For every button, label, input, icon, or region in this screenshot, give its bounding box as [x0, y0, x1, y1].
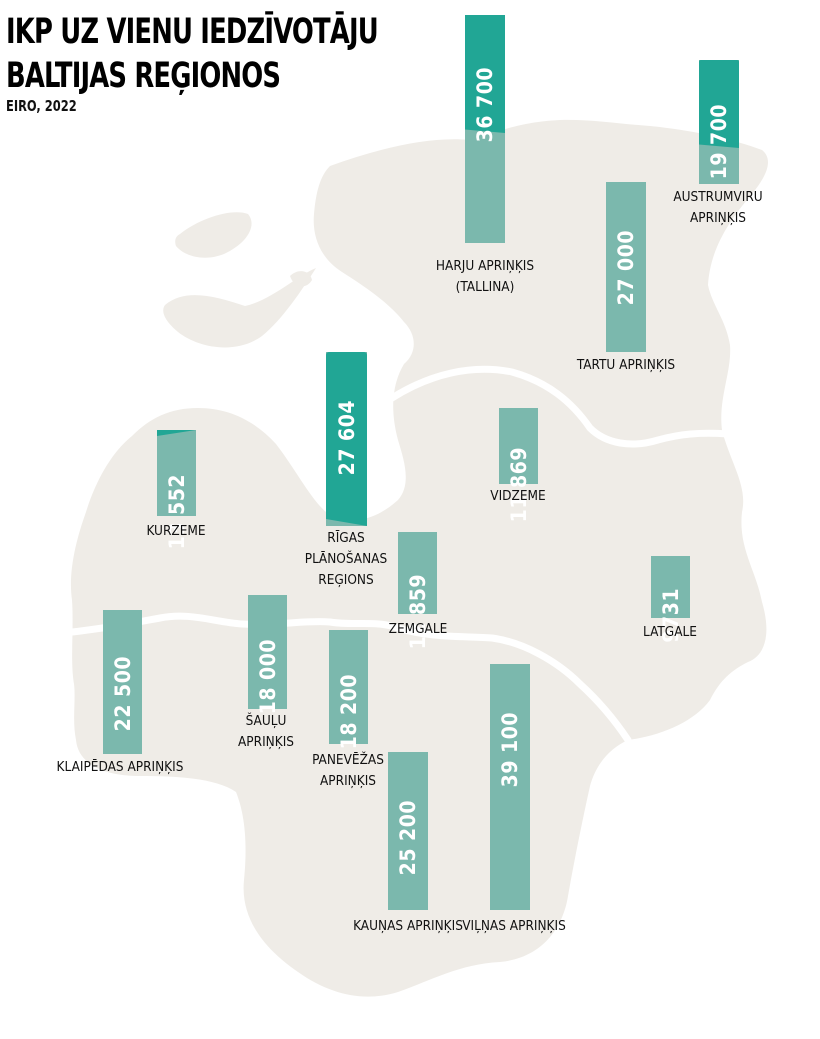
- title-line-2: BALTIJAS REĢIONOS: [6, 56, 281, 96]
- region-label-riga: RĪGAS PLĀNOŠANAS REĢIONS: [304, 530, 388, 588]
- region-label-vidzeme: VIDZEME: [490, 488, 546, 504]
- value-label-harju: 36 700: [473, 67, 497, 143]
- island-small: [290, 271, 312, 287]
- value-label-tartu: 27 000: [614, 230, 638, 306]
- value-label-kaunas: 25 200: [396, 800, 420, 876]
- border-estonia-latvia: [388, 365, 732, 448]
- region-label-siauliai: ŠAUĻU APRIŅĶIS: [238, 713, 294, 750]
- map-title: IKP UZ VIENU IEDZĪVOTĀJU BALTIJAS REĢION…: [6, 10, 379, 98]
- region-label-vilnius: VIĻŅAS APRIŅĶIS: [462, 918, 566, 934]
- bar-latgale: 9731: [651, 556, 690, 643]
- island-saaremaa: [163, 268, 316, 348]
- region-label-harju: HARJU APRIŅĶIS (TALLINA): [435, 258, 535, 295]
- region-label-kaunas: KAUŅAS APRIŅĶIS: [353, 918, 463, 934]
- region-label-klaipeda: KLAIPĒDAS APRIŅĶIS: [56, 759, 184, 775]
- title-line-1: IKP UZ VIENU IEDZĪVOTĀJU: [6, 12, 379, 52]
- region-label-kurzeme: KURZEME: [146, 523, 206, 539]
- bar-kurzeme: 13 552: [157, 430, 196, 549]
- map-subtitle: EIRO, 2022: [6, 97, 77, 115]
- value-label-panevezys: 18 200: [336, 674, 361, 750]
- region-label-panevezys: PANEVĒŽAS APRIŅĶIS: [312, 752, 384, 789]
- bar-panevezys: 18 200: [329, 630, 368, 749]
- bar-zemgale: 12 859: [398, 532, 437, 649]
- region-borders: [68, 365, 732, 744]
- bar-harju-highlight: [465, 15, 505, 133]
- bar-riga: 27 604: [326, 352, 367, 526]
- region-label-austrumviru: AUSTRUMVIRU APRIŅĶIS: [673, 189, 763, 226]
- value-label-vidzeme: 11 869: [506, 447, 531, 523]
- value-label-siauliai: 18 000: [255, 639, 280, 715]
- region-label-latgale: LATGALE: [643, 624, 697, 640]
- bar-austrumviru-highlight: [699, 60, 739, 148]
- bar-harju: 36 700: [465, 15, 505, 243]
- bar-riga-highlight: [326, 352, 367, 526]
- value-label-vilnius: 39 100: [498, 712, 522, 788]
- bar-tartu: 27 000: [606, 182, 646, 352]
- bar-kurzeme-highlight: [157, 430, 196, 436]
- bar-austrumviru: 19 700: [699, 60, 739, 184]
- bar-siauliai: 18 000: [248, 595, 287, 714]
- bar-vilnius: 39 100: [490, 664, 530, 910]
- border-latvia-lithuania: [68, 612, 632, 744]
- island-hiiumaa: [175, 212, 252, 258]
- value-label-riga: 27 604: [334, 400, 359, 476]
- bar-kaunas: 25 200: [388, 752, 428, 910]
- region-label-zemgale: ZEMGALE: [388, 621, 448, 637]
- value-label-klaipeda: 22 500: [110, 656, 135, 732]
- bar-klaipeda: 22 500: [103, 610, 142, 754]
- region-label-tartu: TARTU APRIŅĶIS: [576, 357, 676, 373]
- value-label-austrumviru: 19 700: [707, 104, 731, 180]
- bar-vidzeme: 11 869: [499, 408, 538, 522]
